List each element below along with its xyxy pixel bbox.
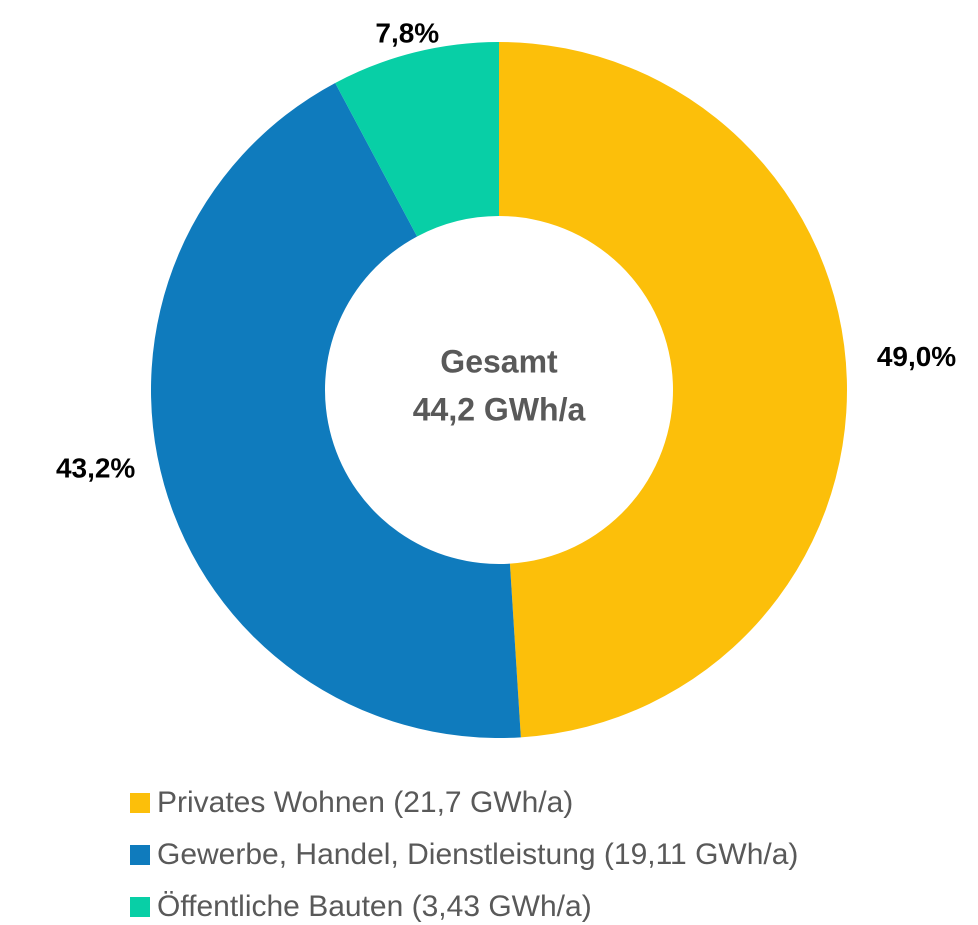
data-label: 43,2% <box>56 452 135 483</box>
donut-slice <box>151 82 521 738</box>
legend-swatch <box>130 845 150 865</box>
donut-slice <box>335 42 499 237</box>
data-label: 49,0% <box>877 341 956 372</box>
data-label: 7,8% <box>375 17 439 48</box>
center-title: Gesamt <box>440 343 558 379</box>
legend-swatch <box>130 793 150 813</box>
legend-swatch <box>130 897 150 917</box>
legend-label: Öffentliche Bauten (3,43 GWh/a) <box>157 890 592 923</box>
center-total: 44,2 GWh/a <box>413 391 586 427</box>
legend-label: Gewerbe, Handel, Dienstleistung (19,11 G… <box>157 838 798 871</box>
legend-label: Privates Wohnen (21,7 GWh/a) <box>157 786 573 819</box>
donut-slice <box>499 42 847 738</box>
